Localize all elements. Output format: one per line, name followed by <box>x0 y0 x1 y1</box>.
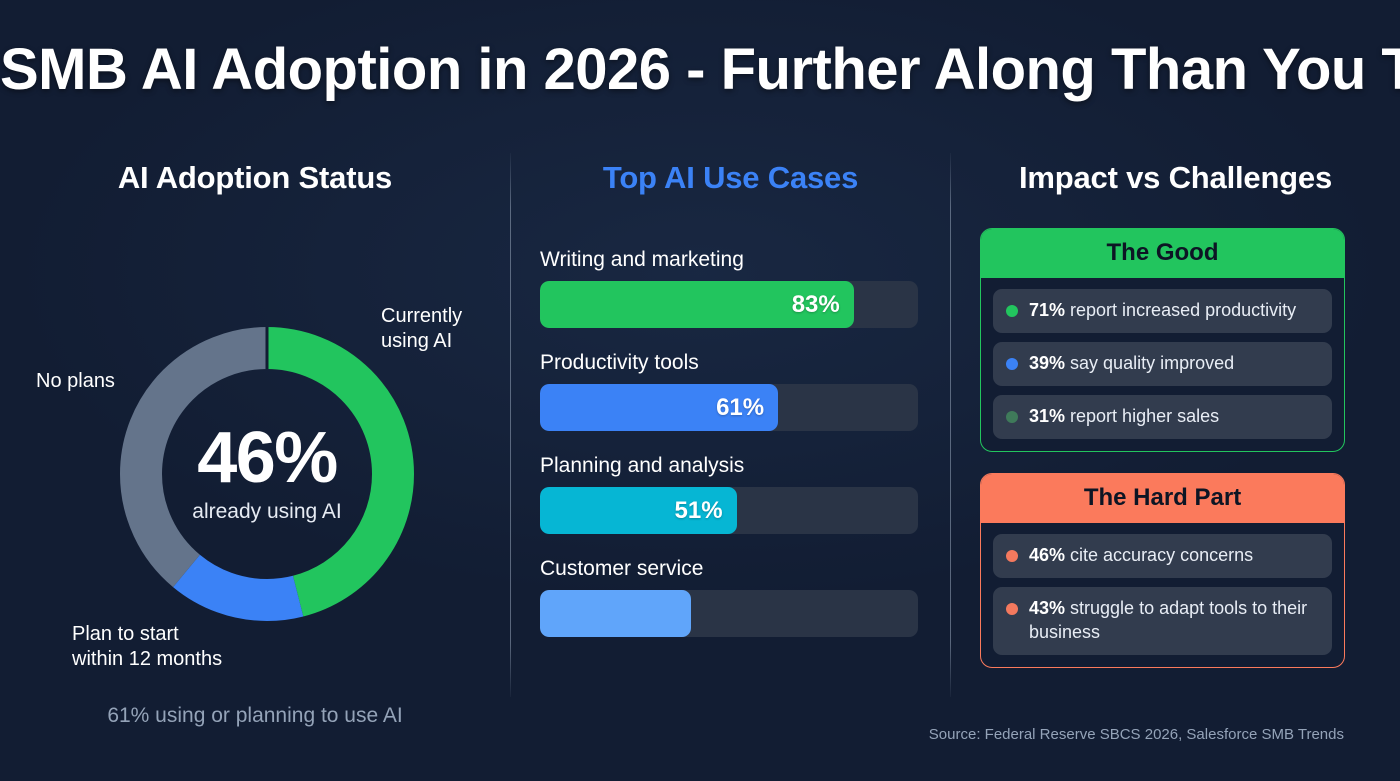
impact-card-item-stat: 43% <box>1029 597 1066 618</box>
source-note: Source: Federal Reserve SBCS 2026, Sales… <box>928 726 1344 743</box>
donut-center-caption: already using AI <box>192 500 342 524</box>
use-case-bar-row: Planning and analysis 51% <box>540 454 950 534</box>
impact-card-item: 43% struggle to adapt tools to their bus… <box>993 586 1332 655</box>
impact-card-item-text: 39% say quality improved <box>1029 352 1234 376</box>
impact-card-body: 71% report increased productivity 39% say… <box>981 278 1344 451</box>
use-case-bar-track <box>540 590 918 637</box>
impact-card: The Good 71% report increased productivit… <box>980 228 1345 452</box>
impact-column: Impact vs Challenges The Good 71% report … <box>951 150 1400 689</box>
donut-label-plan-line2: within 12 months <box>72 648 223 670</box>
use-case-bar-label: Customer service <box>540 557 704 580</box>
impact-card-item: 31% report higher sales <box>993 394 1332 439</box>
use-case-bar-fill <box>540 590 692 637</box>
use-case-bar-value: 51% <box>674 496 723 524</box>
use-case-bar-label: Planning and analysis <box>540 454 745 477</box>
impact-card-item-description: cite accuracy concerns <box>1065 544 1254 565</box>
use-case-bar-label: Writing and marketing <box>540 248 744 271</box>
impact-card-item-description: report increased productivity <box>1065 300 1297 320</box>
donut-center-label: 46% already using AI <box>107 314 427 634</box>
impact-card-body: 46% cite accuracy concerns 43% struggle t… <box>981 523 1344 667</box>
bullet-dot-icon <box>1006 305 1018 317</box>
donut-label-plan-to-start: Plan to start within 12 months <box>72 622 222 672</box>
donut-chart-svg <box>120 327 414 621</box>
impact-heading: Impact vs Challenges <box>1018 160 1332 195</box>
donut-label-plan-line1: Plan to start <box>72 623 179 645</box>
use-case-bar-label: Productivity tools <box>540 351 699 374</box>
impact-card-list: The Good 71% report increased productivit… <box>951 228 1400 668</box>
use-case-bar-track: 83% <box>540 281 918 328</box>
donut-center-value: 46% <box>197 417 338 498</box>
impact-card-item-stat: 71% <box>1029 300 1066 320</box>
impact-card-item-stat: 31% <box>1029 405 1066 426</box>
bullet-dot-icon <box>1006 357 1018 370</box>
bullet-dot-icon <box>1006 410 1018 423</box>
adoption-footnote: 61% using or planning to use AI <box>107 704 403 727</box>
use-cases-column: Top AI Use Cases Writing and marketing 83… <box>511 150 950 660</box>
impact-card-item-description: report higher sales <box>1065 405 1220 426</box>
use-case-bar-value: 61% <box>716 393 765 421</box>
donut-label-currently-using: Currently using AI <box>381 304 462 354</box>
impact-card-item-text: 31% report higher sales <box>1029 405 1219 429</box>
impact-card-header: The Hard Part <box>981 473 1344 523</box>
impact-card-item-text: 43% struggle to adapt tools to their bus… <box>1029 597 1319 645</box>
impact-card-item-description: struggle to adapt tools to their busines… <box>1029 597 1308 642</box>
use-case-bar-fill: 83% <box>540 281 854 328</box>
impact-card-item-stat: 46% <box>1029 544 1066 565</box>
use-case-bar-track: 51% <box>540 487 918 534</box>
donut-label-no-plans: No plans <box>36 370 115 392</box>
use-case-bar-row: Writing and marketing 83% <box>540 248 950 328</box>
impact-card-header: The Good <box>981 229 1344 278</box>
adoption-status-column: AI Adoption Status 46% already usi <box>0 150 510 727</box>
donut-chart: 46% already using AI Currently using AI … <box>0 204 510 727</box>
impact-card-item: 71% report increased productivity <box>993 289 1332 333</box>
donut-label-currently-using-line2: using AI <box>381 330 453 352</box>
column-divider-left <box>510 153 511 697</box>
use-case-bar-track: 61% <box>540 384 918 431</box>
use-case-bar-row: Productivity tools 61% <box>540 351 950 431</box>
bullet-dot-icon <box>1006 602 1018 615</box>
use-case-bar-list: Writing and marketing 83% Productivity too… <box>511 248 950 637</box>
impact-card-item: 39% say quality improved <box>993 341 1332 386</box>
impact-card-item-text: 71% report increased productivity <box>1029 299 1296 323</box>
impact-card-item-stat: 39% <box>1029 352 1066 373</box>
use-case-bar-row: Customer service <box>540 557 950 637</box>
use-case-bar-value: 83% <box>791 290 840 318</box>
impact-card-item-description: say quality improved <box>1065 352 1235 373</box>
use-cases-heading: Top AI Use Cases <box>602 160 859 195</box>
use-case-bar-fill: 51% <box>540 487 737 534</box>
adoption-status-heading: AI Adoption Status <box>117 160 393 195</box>
donut-label-currently-using-line1: Currently <box>381 305 463 327</box>
use-case-bar-fill: 61% <box>540 384 779 431</box>
donut-segment-plan-to-start <box>120 327 414 621</box>
page-title: SMB AI Adoption in 2026 - Further Along … <box>0 37 1400 102</box>
column-divider-right <box>950 153 951 697</box>
impact-card-item: 46% cite accuracy concerns <box>993 533 1332 578</box>
impact-card: The Hard Part 46% cite accuracy concerns 4… <box>980 472 1345 668</box>
impact-card-item-text: 46% cite accuracy concerns <box>1029 544 1253 568</box>
bullet-dot-icon <box>1006 549 1018 562</box>
